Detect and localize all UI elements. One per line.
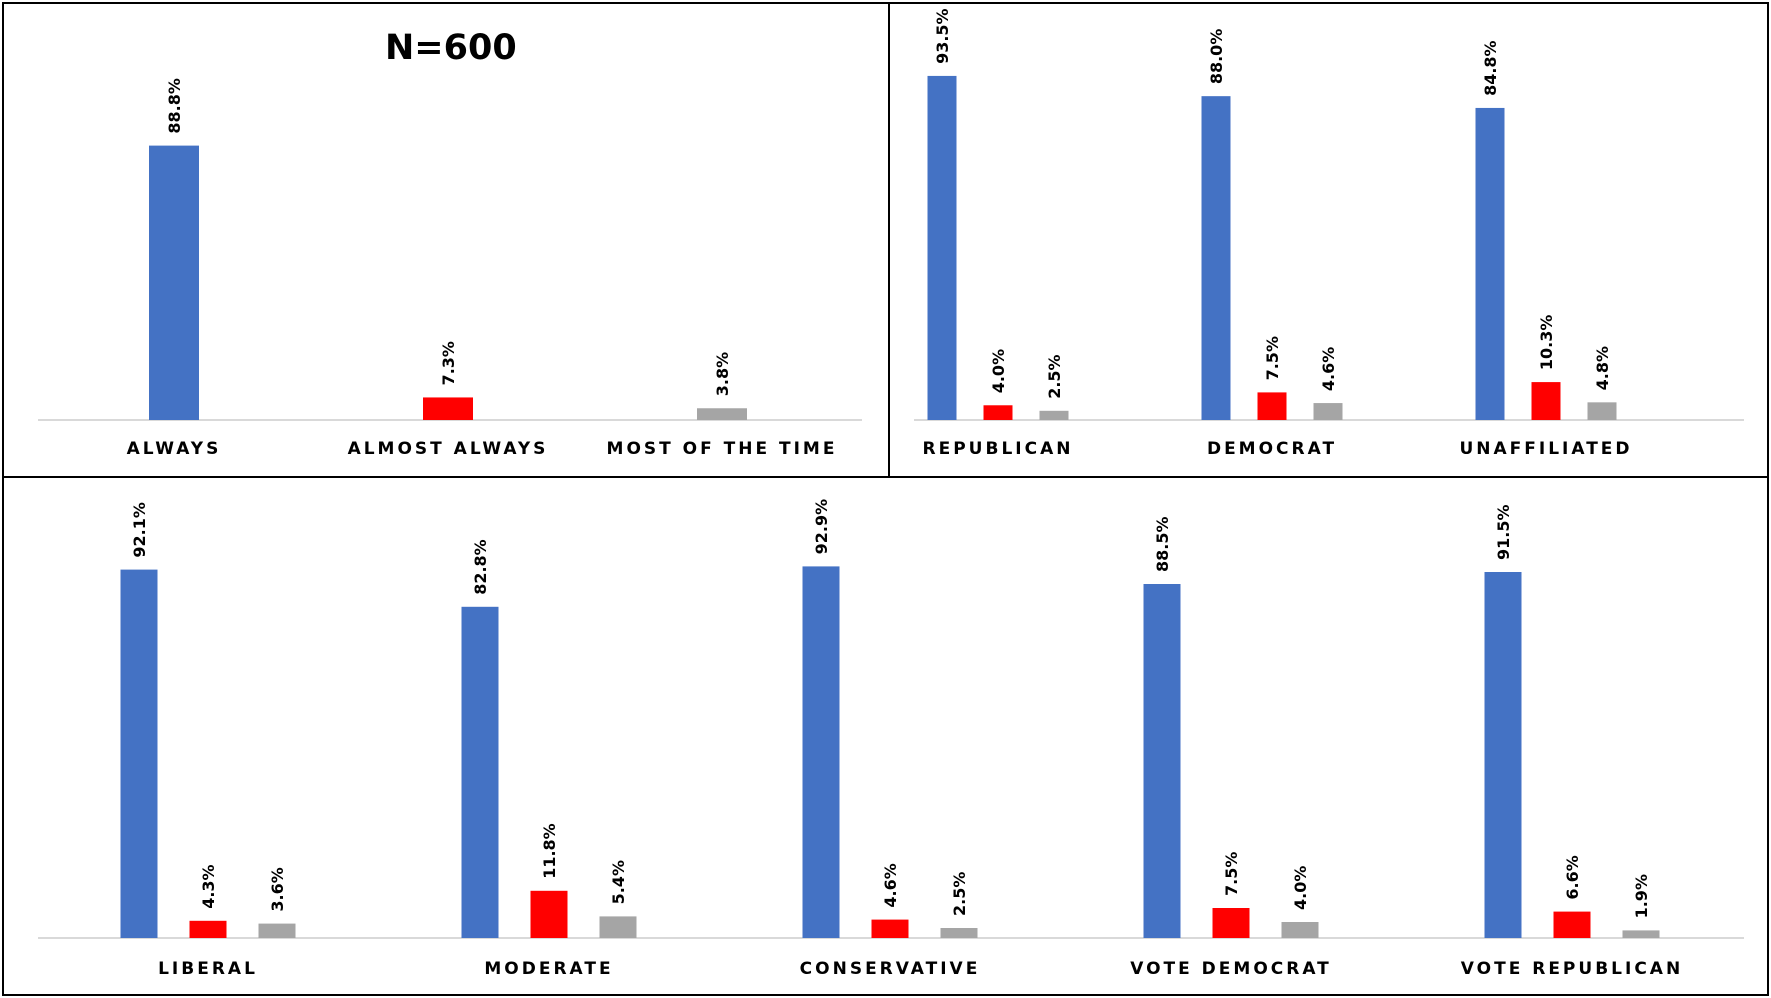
data-label-democrat-2: 7.5% xyxy=(1263,336,1282,380)
bar-conservative-2 xyxy=(871,919,909,938)
chart-title: N=600 xyxy=(385,28,517,68)
category-label-republican: REPUBLICAN xyxy=(923,439,1074,459)
bar-republican-2 xyxy=(983,405,1013,420)
category-label-most-of-the-time: MOST OF THE TIME xyxy=(607,439,838,459)
data-label-conservative-1: 92.9% xyxy=(812,499,831,555)
bar-vote-republican-2 xyxy=(1553,911,1591,938)
bar-moderate-1 xyxy=(461,606,499,938)
data-label-moderate-1: 82.8% xyxy=(471,539,490,595)
chart-panel-overall: N=600 88.8% ALWAYS 7.3% ALMOST ALWAYS 3.8% MO… xyxy=(2,2,890,478)
data-label-republican-2: 4.0% xyxy=(989,349,1008,393)
category-label-liberal: LIBERAL xyxy=(158,959,258,979)
data-label-conservative-2: 4.6% xyxy=(881,863,900,907)
data-label-moderate-3: 5.4% xyxy=(609,860,628,904)
data-label-republican-3: 2.5% xyxy=(1045,354,1064,398)
data-label-most-of-the-time-1: 3.8% xyxy=(713,352,732,396)
bar-vote-republican-3 xyxy=(1622,930,1660,938)
data-label-moderate-2: 11.8% xyxy=(540,823,559,879)
bar-conservative-3 xyxy=(940,928,978,938)
bar-republican-1 xyxy=(927,75,957,421)
chart-panel-ideology-vote: 92.1% 4.3% 3.6% LIBERAL 82.8% 11.8% 5.4% MODERA… xyxy=(2,476,1769,996)
data-label-democrat-3: 4.6% xyxy=(1319,347,1338,391)
category-label-vote-democrat: VOTE DEMOCRAT xyxy=(1130,959,1332,979)
data-label-vote-democrat-2: 7.5% xyxy=(1222,852,1241,896)
data-label-vote-republican-1: 91.5% xyxy=(1494,504,1513,560)
bar-always-1 xyxy=(149,145,199,420)
bar-liberal-3 xyxy=(258,923,296,938)
bar-democrat-2 xyxy=(1257,392,1287,420)
bar-vote-republican-1 xyxy=(1484,572,1522,938)
category-label-moderate: MODERATE xyxy=(484,959,613,979)
data-label-unaffiliated-3: 4.8% xyxy=(1593,346,1612,390)
category-label-vote-republican: VOTE REPUBLICAN xyxy=(1461,959,1683,979)
data-label-vote-republican-3: 1.9% xyxy=(1632,874,1651,918)
category-label-almost-always: ALMOST ALWAYS xyxy=(348,439,549,459)
data-label-liberal-3: 3.6% xyxy=(268,867,287,911)
bar-democrat-1 xyxy=(1201,96,1231,420)
data-label-always-1: 88.8% xyxy=(165,78,184,134)
data-label-unaffiliated-1: 84.8% xyxy=(1481,40,1500,96)
bar-almost-always-1 xyxy=(423,397,473,420)
bar-moderate-3 xyxy=(599,916,637,938)
category-label-democrat: DEMOCRAT xyxy=(1207,439,1337,459)
bar-unaffiliated-3 xyxy=(1587,402,1617,420)
data-label-vote-democrat-3: 4.0% xyxy=(1291,866,1310,910)
data-label-liberal-2: 4.3% xyxy=(199,864,218,908)
ideology-vote-bar-chart: 92.1% 4.3% 3.6% LIBERAL 82.8% 11.8% 5.4% MODERA… xyxy=(38,499,1744,979)
bar-liberal-2 xyxy=(189,920,227,938)
data-label-vote-democrat-1: 88.5% xyxy=(1153,516,1172,572)
category-label-unaffiliated: UNAFFILIATED xyxy=(1459,439,1632,459)
data-label-conservative-3: 2.5% xyxy=(950,872,969,916)
bar-democrat-3 xyxy=(1313,403,1343,420)
category-label-conservative: CONSERVATIVE xyxy=(800,959,981,979)
data-label-almost-always-1: 7.3% xyxy=(439,341,458,385)
bar-moderate-2 xyxy=(530,890,568,938)
data-label-liberal-1: 92.1% xyxy=(130,502,149,558)
data-label-vote-republican-2: 6.6% xyxy=(1563,855,1582,899)
category-label-always: ALWAYS xyxy=(127,439,222,459)
data-label-unaffiliated-2: 10.3% xyxy=(1537,315,1556,371)
bar-unaffiliated-1 xyxy=(1475,107,1505,420)
bar-vote-democrat-1 xyxy=(1143,584,1181,938)
data-label-republican-1: 93.5% xyxy=(933,8,952,64)
bar-vote-democrat-2 xyxy=(1212,908,1250,938)
bar-vote-democrat-3 xyxy=(1281,922,1319,938)
data-label-democrat-1: 88.0% xyxy=(1207,29,1226,85)
bar-most-of-the-time-1 xyxy=(697,408,747,420)
bar-unaffiliated-2 xyxy=(1531,382,1561,420)
chart-panel-party: 93.5% 4.0% 2.5% REPUBLICAN 88.0% 7.5% 4.6% DEMO… xyxy=(888,2,1769,478)
party-bar-chart: 93.5% 4.0% 2.5% REPUBLICAN 88.0% 7.5% 4.6% DEMO… xyxy=(914,8,1744,459)
bar-republican-3 xyxy=(1039,410,1069,420)
overall-bar-chart: 88.8% ALWAYS 7.3% ALMOST ALWAYS 3.8% MOST OF … xyxy=(38,78,862,459)
bar-liberal-1 xyxy=(120,569,158,938)
bar-conservative-1 xyxy=(802,566,840,938)
